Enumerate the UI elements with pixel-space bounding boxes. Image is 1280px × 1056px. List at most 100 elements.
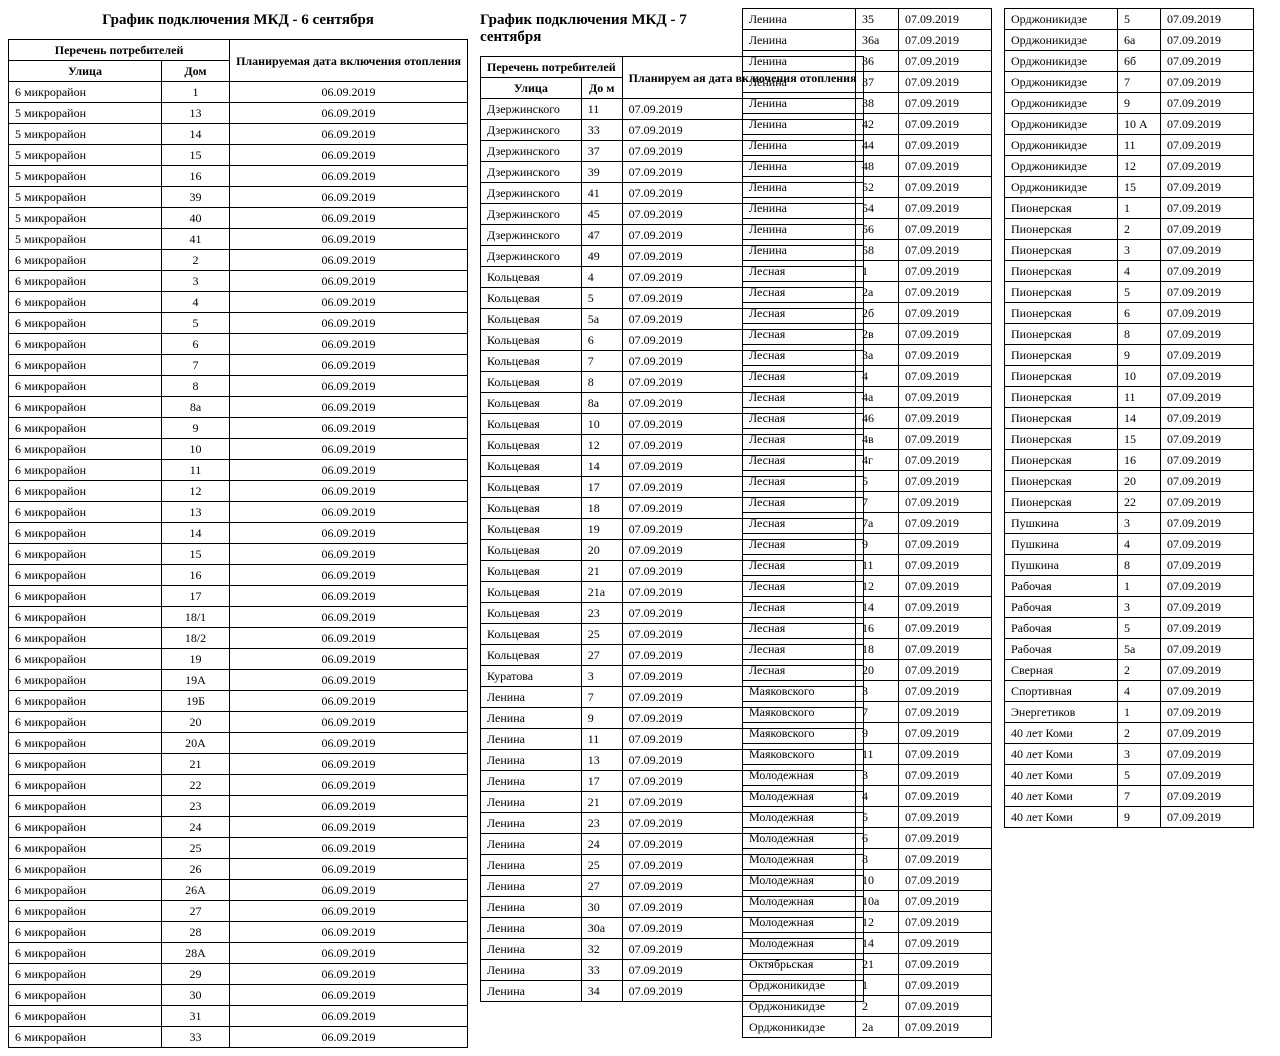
table-cell: 14 (856, 597, 899, 618)
table-cell: Ленина (743, 9, 856, 30)
table-cell: Кольцевая (481, 330, 582, 351)
table-cell: 07.09.2019 (1161, 639, 1254, 660)
table-cell: 06.09.2019 (230, 376, 468, 397)
table-cell: Пионерская (1005, 345, 1118, 366)
table-cell: 6 микрорайон (9, 544, 162, 565)
table-cell: 06.09.2019 (230, 607, 468, 628)
table-cell: 6 (581, 330, 622, 351)
table-cell: Лесная (743, 660, 856, 681)
table-cell: 07.09.2019 (899, 492, 992, 513)
table-cell: 07.09.2019 (899, 156, 992, 177)
table-cell: 5 (161, 313, 229, 334)
table-row: 6 микрорайон2006.09.2019 (9, 712, 468, 733)
table-cell: Пушкина (1005, 534, 1118, 555)
table-cell: 07.09.2019 (899, 765, 992, 786)
table-cell: 06.09.2019 (230, 691, 468, 712)
table-cell: 5 (856, 807, 899, 828)
table-cell: 46 (856, 408, 899, 429)
table-cell: Пионерская (1005, 324, 1118, 345)
table-cell: 14 (161, 523, 229, 544)
table-cell: 2 (856, 996, 899, 1017)
table-cell: 25 (581, 855, 622, 876)
table-row: 5 микрорайон4106.09.2019 (9, 229, 468, 250)
table-cell: 36а (856, 30, 899, 51)
table-cell: Лесная (743, 534, 856, 555)
table-cell: 1 (1118, 198, 1161, 219)
table-cell: Пионерская (1005, 240, 1118, 261)
table-cell: Октябрьская (743, 954, 856, 975)
table-cell: 06.09.2019 (230, 229, 468, 250)
table-cell: Дзержинского (481, 204, 582, 225)
table-cell: 06.09.2019 (230, 523, 468, 544)
table-cell: 19 (581, 519, 622, 540)
table-row: Орджоникидзе107.09.2019 (743, 975, 992, 996)
table-row: Орджоникидзе6а07.09.2019 (1005, 30, 1254, 51)
table-cell: 28 (161, 922, 229, 943)
table-cell: 3 (581, 666, 622, 687)
table-cell: Молодежная (743, 786, 856, 807)
table-row: Рабочая507.09.2019 (1005, 618, 1254, 639)
table-cell: 6а (1118, 30, 1161, 51)
table-cell: 5а (1118, 639, 1161, 660)
table-cell: 06.09.2019 (230, 397, 468, 418)
table-cell: 35 (856, 9, 899, 30)
table-row: Сверная207.09.2019 (1005, 660, 1254, 681)
table-row: 6 микрорайон2406.09.2019 (9, 817, 468, 838)
table-cell: Орджоникидзе (1005, 135, 1118, 156)
table-cell: 33 (581, 120, 622, 141)
table-cell: 07.09.2019 (899, 303, 992, 324)
table-cell: 10 (1118, 366, 1161, 387)
table-cell: 15 (1118, 429, 1161, 450)
table-cell: Дзержинского (481, 120, 582, 141)
table-row: Ленина5207.09.2019 (743, 177, 992, 198)
table-row: Пионерская107.09.2019 (1005, 198, 1254, 219)
table-cell: 11 (1118, 135, 1161, 156)
table-cell: 6 микрорайон (9, 271, 162, 292)
table-cell: 5а (581, 309, 622, 330)
table-cell: Дзержинского (481, 183, 582, 204)
table-cell: 07.09.2019 (899, 198, 992, 219)
table-cell: 6 микрорайон (9, 628, 162, 649)
table-cell: 58 (856, 240, 899, 261)
table-cell: 6 микрорайон (9, 586, 162, 607)
table-row: Молодежная1007.09.2019 (743, 870, 992, 891)
table-cell: 07.09.2019 (1161, 303, 1254, 324)
table-row: 5 микрорайон1506.09.2019 (9, 145, 468, 166)
table-cell: Дзержинского (481, 225, 582, 246)
table-cell: 07.09.2019 (1161, 366, 1254, 387)
table-cell: 34 (581, 981, 622, 1002)
table-cell: 3 (1118, 597, 1161, 618)
table-cell: 7 (1118, 72, 1161, 93)
table-cell: Молодежная (743, 807, 856, 828)
table-cell: Ленина (481, 813, 582, 834)
table-cell: Кольцевая (481, 561, 582, 582)
table-cell: 6 микрорайон (9, 775, 162, 796)
table-cell: Орджоникидзе (1005, 93, 1118, 114)
table-cell: 2 (1118, 723, 1161, 744)
table-cell: Молодежная (743, 765, 856, 786)
table-cell: 06.09.2019 (230, 943, 468, 964)
table-cell: 06.09.2019 (230, 838, 468, 859)
table-cell: 4а (856, 387, 899, 408)
table-row: Орджоникидзе2а07.09.2019 (743, 1017, 992, 1038)
table-cell: Молодежная (743, 891, 856, 912)
table-cell: 07.09.2019 (1161, 786, 1254, 807)
table-cell: 52 (856, 177, 899, 198)
table-cell: 9 (161, 418, 229, 439)
table-cell: 19 (161, 649, 229, 670)
table-cell: 6 микрорайон (9, 376, 162, 397)
table-cell: 23 (581, 603, 622, 624)
table-cell: 06.09.2019 (230, 124, 468, 145)
table-cell: 5 (581, 288, 622, 309)
table-cell: 07.09.2019 (899, 576, 992, 597)
table-cell: 06.09.2019 (230, 292, 468, 313)
table-cell: 07.09.2019 (899, 639, 992, 660)
table-cell: 15 (161, 145, 229, 166)
table-row: 6 микрорайон1206.09.2019 (9, 481, 468, 502)
table-row: Октябрьская2107.09.2019 (743, 954, 992, 975)
table-cell: 8 (1118, 324, 1161, 345)
table-cell: Ленина (481, 897, 582, 918)
table-cell: 07.09.2019 (899, 702, 992, 723)
table-row: 6 микрорайон106.09.2019 (9, 82, 468, 103)
table-cell: Маяковского (743, 681, 856, 702)
